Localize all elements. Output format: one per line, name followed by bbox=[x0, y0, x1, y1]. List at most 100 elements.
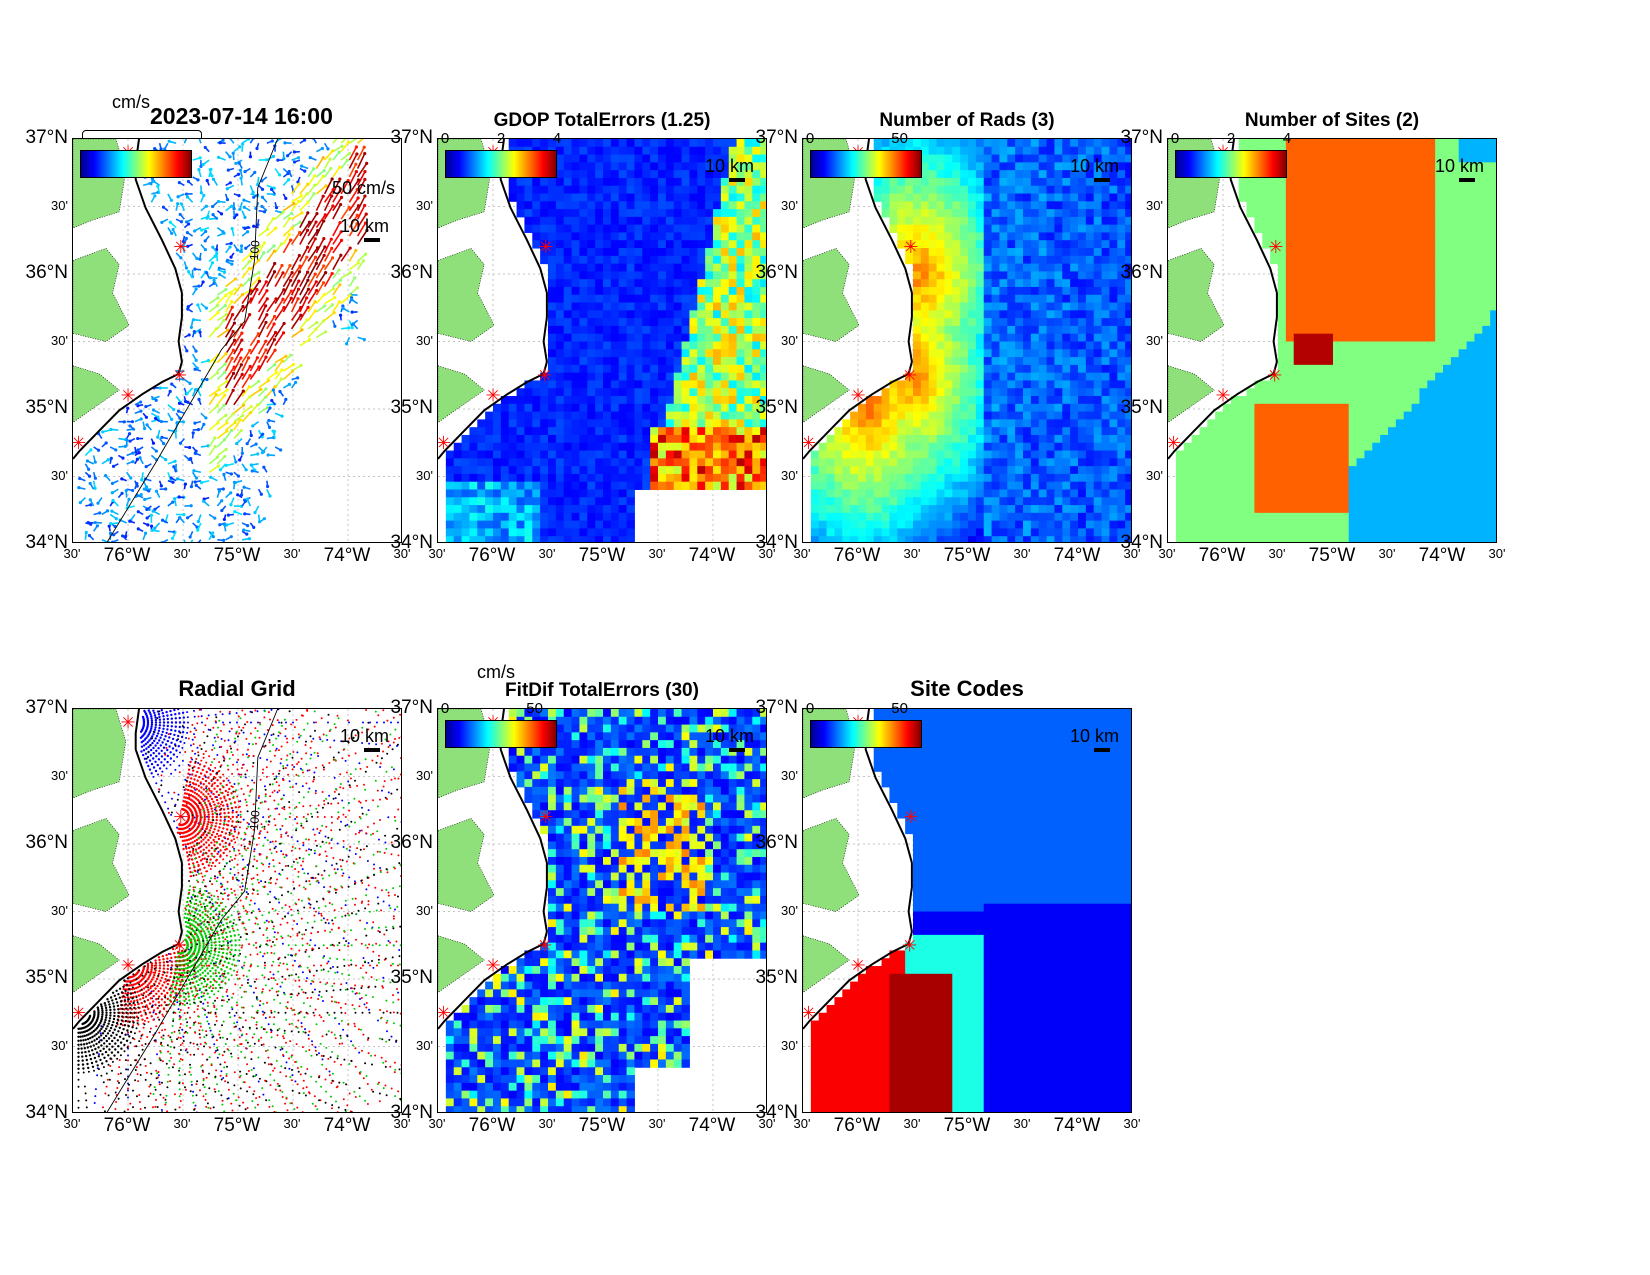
radar-site-marker: ✳ bbox=[172, 365, 187, 386]
lat-tick-label: 36°N bbox=[390, 832, 433, 853]
land-area bbox=[438, 247, 495, 342]
colorbar bbox=[445, 150, 557, 178]
lat-tick-label: 30' bbox=[781, 197, 798, 213]
colorbar-tick: 4 bbox=[1282, 130, 1292, 147]
radar-site-marker: ✳ bbox=[1168, 433, 1181, 454]
radar-site-marker: ✳ bbox=[803, 1003, 816, 1024]
lat-tick-label: 30' bbox=[781, 767, 798, 783]
vector-scale-label: 50 cm/s bbox=[332, 178, 396, 198]
radar-site-marker: ✳ bbox=[903, 807, 918, 828]
isobath-100m bbox=[106, 139, 279, 542]
lon-tick-label: 30' bbox=[758, 1116, 776, 1131]
lon-tick-label: 75°W bbox=[578, 545, 626, 566]
lon-tick-label: 30' bbox=[793, 546, 811, 561]
colorbar-tick: 0 bbox=[440, 130, 450, 147]
lat-tick-label: 30' bbox=[781, 1037, 798, 1053]
lon-tick-label: 75°W bbox=[578, 1115, 626, 1136]
data-field bbox=[445, 709, 766, 1112]
lon-tick-label: 76°W bbox=[833, 1115, 881, 1136]
panel-title-p2: GDOP TotalErrors (1.25) bbox=[493, 110, 711, 131]
lat-tick-label: 36°N bbox=[755, 262, 798, 283]
lat-tick-label: 35°N bbox=[390, 397, 433, 418]
lat-tick-label: 35°N bbox=[755, 397, 798, 418]
land-area bbox=[73, 709, 127, 799]
lon-tick-label: 75°W bbox=[213, 1115, 261, 1136]
lat-tick-label: 30' bbox=[51, 902, 68, 918]
land-area bbox=[803, 817, 860, 912]
panel-title-p7: Site Codes bbox=[910, 676, 1024, 701]
radar-site-marker: ✳ bbox=[172, 935, 187, 956]
lon-tick-label: 30' bbox=[538, 1116, 556, 1131]
map-panel-p7: ✳✳✳✳✳ bbox=[802, 708, 1132, 1113]
radar-site-marker: ✳ bbox=[850, 386, 865, 407]
radar-site-marker: ✳ bbox=[903, 237, 918, 258]
lon-tick-label: 74°W bbox=[688, 545, 736, 566]
scale-label: 10 km bbox=[1435, 156, 1485, 176]
colorbar-unit: cm/s bbox=[112, 92, 150, 112]
land-area bbox=[438, 365, 485, 423]
radar-site-marker: ✳ bbox=[120, 386, 135, 407]
lon-tick-label: 75°W bbox=[943, 545, 991, 566]
colorbar bbox=[1175, 150, 1287, 178]
lon-tick-label: 30' bbox=[648, 546, 666, 561]
lat-tick-label: 30' bbox=[51, 767, 68, 783]
colorbar-unit: cm/s bbox=[477, 662, 515, 682]
lat-tick-label: 30' bbox=[781, 332, 798, 348]
map-panel-p3: ✳✳✳✳✳ bbox=[802, 138, 1132, 543]
map-canvas: 100 ✳ ✳ ✳ ✳ ✳ bbox=[73, 709, 401, 1112]
lat-tick-label: 36°N bbox=[25, 262, 68, 283]
colorbar-tick: 50 bbox=[891, 130, 908, 147]
radar-site-marker: ✳ bbox=[902, 935, 917, 956]
coastline bbox=[1168, 139, 1278, 460]
lat-tick-label: 37°N bbox=[25, 697, 68, 718]
scale-label: 10 km bbox=[340, 216, 390, 236]
panel-title-p4: Number of Sites (2) bbox=[1244, 110, 1420, 131]
lon-tick-label: 30' bbox=[428, 546, 446, 561]
lat-tick-label: 36°N bbox=[755, 832, 798, 853]
lon-tick-label: 74°W bbox=[688, 1115, 736, 1136]
map-panel-p4: ✳✳✳✳✳ bbox=[1167, 138, 1497, 543]
colorbar bbox=[810, 720, 922, 748]
land-area bbox=[803, 935, 850, 993]
lon-tick-label: 75°W bbox=[213, 545, 261, 566]
map-canvas: ✳✳✳✳✳ bbox=[1168, 139, 1496, 542]
lon-tick-label: 30' bbox=[173, 1116, 191, 1131]
lat-tick-label: 30' bbox=[51, 197, 68, 213]
scale-label: 10 km bbox=[1070, 156, 1120, 176]
land-area bbox=[803, 365, 850, 423]
lon-tick-label: 30' bbox=[428, 1116, 446, 1131]
lat-tick-label: 30' bbox=[781, 467, 798, 483]
colorbar bbox=[445, 720, 557, 748]
land-area bbox=[73, 247, 130, 342]
lon-tick-label: 30' bbox=[1013, 546, 1031, 561]
lon-tick-label: 30' bbox=[1123, 1116, 1141, 1131]
lon-tick-label: 30' bbox=[903, 1116, 921, 1131]
lon-tick-label: 30' bbox=[1123, 546, 1141, 561]
lat-tick-label: 30' bbox=[781, 902, 798, 918]
coastline bbox=[803, 709, 913, 1030]
radar-site-marker: ✳ bbox=[173, 237, 188, 258]
lat-tick-label: 37°N bbox=[1120, 127, 1163, 148]
map-panel-p1: 100✳✳✳✳✳ bbox=[72, 138, 402, 543]
lat-tick-label: 30' bbox=[416, 767, 433, 783]
lat-tick-label: 30' bbox=[416, 197, 433, 213]
radial-grid-points bbox=[77, 709, 401, 1112]
map-canvas: ✳✳✳✳✳ bbox=[803, 709, 1131, 1112]
lon-tick-label: 76°W bbox=[103, 545, 151, 566]
lon-tick-label: 30' bbox=[393, 1116, 411, 1131]
lat-tick-label: 35°N bbox=[25, 967, 68, 988]
colorbar bbox=[80, 150, 192, 178]
lat-tick-label: 30' bbox=[416, 1037, 433, 1053]
colorbar-tick: 0 bbox=[1170, 130, 1180, 147]
land-area bbox=[1168, 365, 1215, 423]
radar-site-marker: ✳ bbox=[485, 956, 500, 977]
map-panel-p2: ✳✳✳✳✳ bbox=[437, 138, 767, 543]
lat-tick-label: 36°N bbox=[25, 832, 68, 853]
lon-tick-label: 74°W bbox=[1053, 1115, 1101, 1136]
lon-tick-label: 76°W bbox=[103, 1115, 151, 1136]
lon-tick-label: 30' bbox=[1158, 546, 1176, 561]
colorbar-tick: 50 bbox=[526, 700, 543, 717]
lon-tick-label: 30' bbox=[793, 1116, 811, 1131]
radar-site-marker: ✳ bbox=[1215, 386, 1230, 407]
scale-bar bbox=[1094, 748, 1110, 752]
